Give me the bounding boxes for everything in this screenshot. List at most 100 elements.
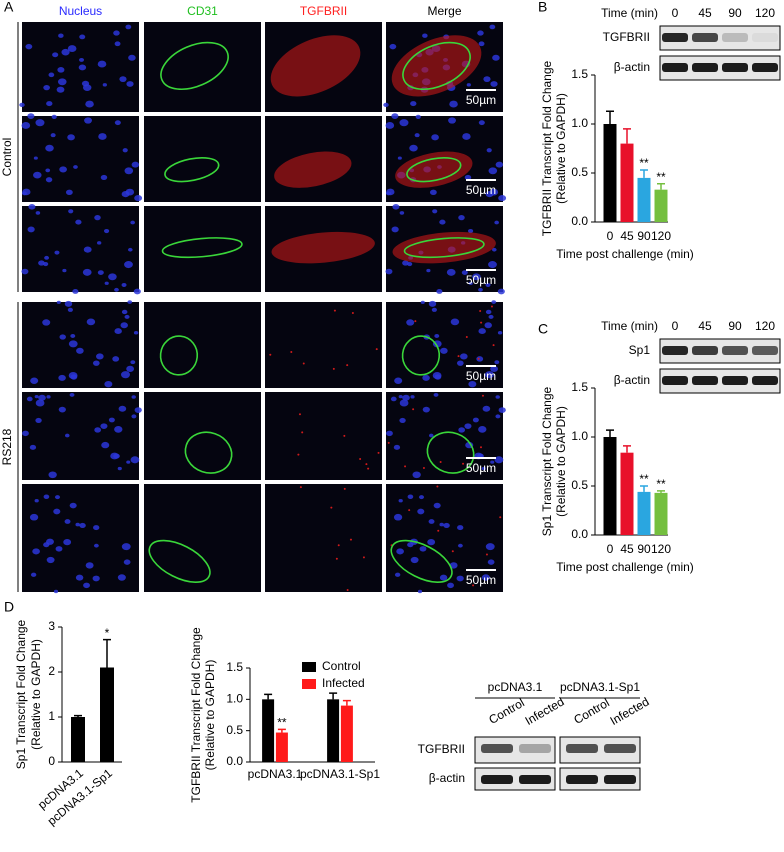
x-tick-label: 0 bbox=[607, 229, 614, 243]
nucleus bbox=[114, 328, 122, 335]
nucleus bbox=[440, 347, 448, 354]
nucleus bbox=[121, 371, 130, 379]
nucleus bbox=[396, 548, 404, 555]
y-axis-label: (Relative to GAPDH) bbox=[203, 660, 217, 771]
tgfbrii-dot bbox=[333, 309, 336, 312]
nucleus bbox=[472, 417, 479, 423]
micrograph-bg bbox=[386, 392, 503, 480]
micrograph bbox=[21, 204, 141, 295]
nucleus bbox=[118, 405, 127, 412]
nucleus bbox=[428, 300, 437, 307]
nucleus bbox=[54, 495, 61, 500]
vessel bbox=[426, 431, 475, 474]
nucleus bbox=[386, 188, 395, 196]
x-tick-label: 45 bbox=[620, 542, 634, 556]
vessel bbox=[406, 156, 462, 183]
blot-band bbox=[604, 775, 636, 784]
error-bar bbox=[606, 429, 614, 437]
nucleus bbox=[78, 64, 87, 71]
scale-bar-label: 50µm bbox=[466, 369, 496, 383]
tgfbrii-dot bbox=[299, 486, 302, 489]
blot-band bbox=[604, 744, 636, 753]
nucleus bbox=[131, 395, 136, 399]
nucleus bbox=[114, 120, 121, 126]
nucleus bbox=[489, 24, 496, 30]
nucleus bbox=[59, 334, 66, 340]
nucleus bbox=[50, 133, 56, 138]
nucleus bbox=[481, 574, 490, 581]
nucleus bbox=[497, 331, 503, 335]
tgfbrii-dot bbox=[490, 305, 493, 308]
blot-band bbox=[662, 376, 688, 385]
y-tick-label: 3 bbox=[48, 619, 55, 633]
nucleus bbox=[391, 113, 399, 119]
nucleus bbox=[75, 522, 80, 527]
nucleus bbox=[447, 582, 454, 589]
nucleus bbox=[86, 318, 96, 326]
nucleus bbox=[427, 539, 436, 546]
nucleus bbox=[494, 360, 500, 365]
legend-swatch bbox=[302, 679, 316, 689]
nucleus bbox=[449, 100, 458, 108]
nucleus bbox=[34, 499, 39, 503]
blot-band bbox=[752, 376, 778, 385]
nucleus bbox=[134, 194, 143, 202]
lane-label: 90 bbox=[728, 319, 742, 333]
nucleus bbox=[67, 134, 75, 141]
y-tick-label: 0.0 bbox=[571, 214, 588, 228]
tgfbrii-dot bbox=[492, 344, 495, 347]
micrograph bbox=[144, 484, 261, 592]
vessel bbox=[160, 41, 229, 91]
vessel bbox=[403, 237, 485, 259]
nucleus bbox=[46, 101, 53, 107]
nucleus bbox=[30, 572, 37, 577]
nucleus bbox=[485, 309, 492, 315]
legend-swatch bbox=[302, 662, 316, 672]
nucleus bbox=[406, 319, 415, 326]
lane-label: Control bbox=[571, 696, 612, 727]
nucleus bbox=[391, 226, 399, 233]
nucleus bbox=[393, 444, 401, 450]
micrograph-bg bbox=[265, 484, 382, 592]
tgfbrii-signal bbox=[274, 151, 352, 188]
nucleus bbox=[491, 300, 497, 304]
nucleus bbox=[92, 360, 100, 366]
nucleus bbox=[124, 261, 133, 269]
nucleus bbox=[22, 188, 31, 196]
y-tick-label: 1.5 bbox=[226, 660, 243, 674]
x-tick-label: pcDNA3.1-Sp1 bbox=[300, 767, 380, 781]
nucleus bbox=[468, 281, 473, 285]
nucleus bbox=[58, 374, 66, 381]
nucleus bbox=[422, 374, 430, 381]
blot-band bbox=[519, 775, 551, 784]
micrograph-bg bbox=[144, 484, 261, 592]
nucleus bbox=[27, 226, 35, 233]
nucleus bbox=[73, 165, 78, 169]
nucleus bbox=[432, 209, 438, 214]
nucleus bbox=[69, 502, 77, 509]
nucleus bbox=[467, 228, 474, 234]
nucleus bbox=[35, 119, 45, 127]
nucleus bbox=[482, 405, 491, 412]
nucleus bbox=[490, 365, 499, 372]
nucleus bbox=[63, 539, 72, 546]
significance-label: * bbox=[105, 626, 110, 640]
blot-band bbox=[566, 775, 598, 784]
blot-band bbox=[481, 744, 513, 753]
blot-membrane bbox=[474, 767, 556, 791]
nucleus bbox=[33, 156, 38, 160]
error-bar bbox=[623, 128, 631, 144]
nucleus bbox=[417, 508, 425, 515]
scale-bar-label: 50µm bbox=[466, 93, 496, 107]
lane-label: 0 bbox=[672, 6, 679, 20]
micrograph bbox=[22, 484, 139, 594]
nucleus bbox=[399, 399, 409, 407]
error-bar bbox=[657, 490, 665, 493]
nucleus bbox=[407, 494, 414, 500]
nucleus bbox=[397, 156, 402, 160]
blot-band bbox=[752, 33, 778, 42]
nucleus bbox=[419, 546, 427, 552]
nucleus bbox=[443, 522, 450, 529]
scale-bar-label: 50µm bbox=[466, 273, 496, 287]
